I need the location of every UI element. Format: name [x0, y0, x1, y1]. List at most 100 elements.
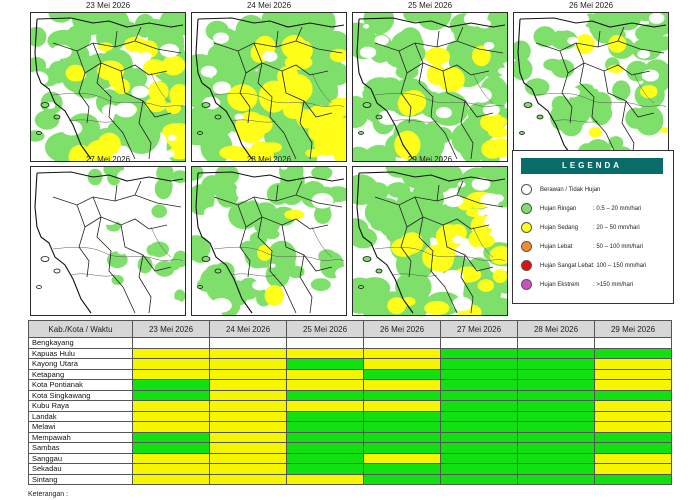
river-line	[311, 226, 333, 258]
rain-blob-moderate	[281, 35, 307, 59]
forecast-cell	[132, 358, 210, 370]
forecast-cell	[286, 410, 364, 422]
no-rain-gap	[57, 204, 69, 213]
river-line	[231, 119, 277, 123]
rain-blob-light	[240, 240, 260, 253]
forecast-cell	[594, 410, 672, 422]
no-rain-gap	[484, 213, 506, 230]
map-title-3: 25 Mei 2026	[407, 1, 453, 10]
forecast-cell	[363, 473, 441, 485]
map-svg-3	[353, 13, 507, 161]
map-svg-2	[192, 13, 346, 161]
forecast-cell	[132, 421, 210, 433]
district-border	[237, 50, 251, 124]
district-border	[245, 62, 263, 74]
no-rain-gap	[641, 69, 659, 82]
district-border	[237, 204, 251, 278]
district-border	[92, 196, 168, 230]
no-rain-gap	[311, 193, 334, 209]
legend-label-moderate: Hujan Sedang	[540, 225, 579, 231]
river-line	[535, 93, 667, 108]
district-border	[436, 180, 464, 202]
map-svg-6	[192, 167, 346, 315]
no-rain-gap	[36, 49, 50, 59]
table-row: Kapuas Hulu	[28, 347, 672, 359]
no-rain-gap	[159, 43, 180, 58]
no-rain-gap	[374, 35, 389, 46]
rain-blob-light	[151, 204, 167, 218]
district-border	[418, 62, 458, 160]
no-rain-gap	[46, 294, 54, 299]
forecast-cell	[440, 368, 518, 380]
legend-label-extreme: Hujan Ekstrem	[540, 282, 580, 288]
forecast-cell	[209, 463, 287, 475]
map-title-7: 29 Mei 2026	[407, 155, 453, 164]
legend-title: LEGENDA	[521, 158, 663, 174]
forecast-table: Kab./Kota / Waktu 23 Mei 2026 24 Mei 202…	[28, 320, 672, 485]
region-name: Kayong Utara	[28, 358, 133, 370]
forecast-cell	[209, 473, 287, 485]
forecast-cell	[517, 400, 595, 412]
no-rain-gap	[567, 36, 579, 45]
no-rain-gap	[114, 295, 135, 310]
district-border	[76, 204, 90, 278]
island	[201, 256, 211, 262]
forecast-cell	[363, 452, 441, 464]
coastline	[195, 17, 345, 160]
forecast-cell	[209, 452, 287, 464]
forecast-cell	[594, 379, 672, 391]
district-border	[406, 62, 424, 74]
forecast-cell	[517, 368, 595, 380]
rain-blob-moderate	[143, 59, 166, 76]
river-line	[472, 72, 494, 104]
table-body: Bengkayang Kapuas Hulu Kayong Utara Ketapan…	[28, 337, 672, 485]
district-border	[414, 196, 490, 230]
forecast-cell	[440, 347, 518, 359]
island	[36, 131, 42, 135]
rain-blob-light	[311, 167, 333, 180]
no-rain-gap	[168, 134, 177, 141]
forecast-cell	[286, 358, 364, 370]
table-row: Sanggau	[28, 452, 672, 464]
legend-range-light: : 0.5 – 20 mm/hari	[593, 206, 642, 212]
forecast-cell	[209, 358, 287, 370]
forecast-cell	[209, 379, 287, 391]
island	[201, 102, 211, 108]
island	[536, 114, 544, 120]
forecast-cell	[132, 347, 210, 359]
rain-blob-light	[222, 285, 239, 301]
forecast-cell	[132, 379, 210, 391]
legend: LEGENDA Berawan / Tidak Hujan Hujan Ring…	[512, 150, 674, 304]
rain-blob-moderate	[468, 231, 484, 248]
no-rain-gap	[44, 237, 62, 250]
forecast-cell	[440, 431, 518, 443]
rain-blob-light	[134, 13, 156, 38]
forecast-cell	[363, 431, 441, 443]
no-rain-gap	[262, 51, 278, 62]
river-line	[374, 247, 506, 262]
forecast-cell	[209, 337, 287, 349]
header-date: 28 Mei 2026	[517, 320, 595, 338]
map-title-2: 24 Mei 2026	[246, 1, 292, 10]
region-name: Sambas	[28, 442, 133, 454]
table-row: Ketapang	[28, 368, 672, 380]
district-border	[275, 180, 303, 202]
rain-blob-moderate	[263, 142, 282, 153]
forecast-cell	[517, 337, 595, 349]
rain-blob-light	[173, 250, 185, 268]
forecast-cell	[363, 347, 441, 359]
rain-blob-moderate	[145, 97, 167, 112]
district-border	[245, 216, 263, 228]
rain-blob-light	[244, 200, 262, 221]
no-rain-gap	[117, 248, 126, 255]
header-date: 25 Mei 2026	[286, 320, 364, 338]
forecast-cell	[440, 379, 518, 391]
rain-blob-light	[125, 68, 148, 89]
district-border	[299, 100, 313, 160]
no-rain-gap	[147, 299, 168, 313]
forecast-cell	[286, 442, 364, 454]
legend-range-heavy: : 50 – 100 mm/hari	[593, 244, 644, 250]
district-border	[96, 216, 136, 314]
forecast-cell	[209, 400, 287, 412]
island	[358, 131, 364, 135]
